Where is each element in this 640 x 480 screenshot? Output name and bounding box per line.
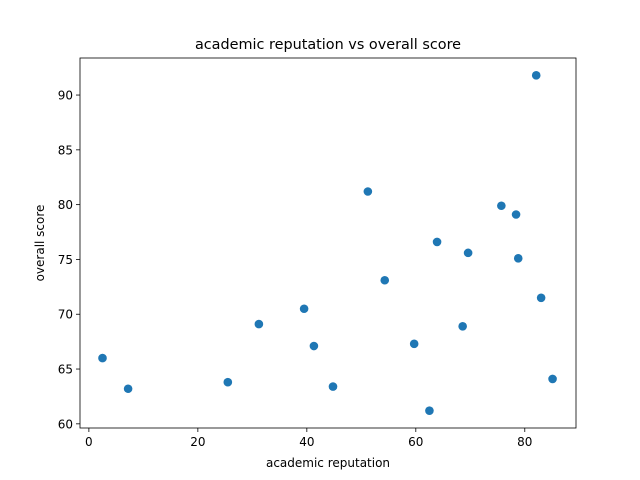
data-point-19 [536, 293, 546, 303]
data-point-6 [309, 341, 319, 351]
y-axis-label: overall score [33, 205, 47, 282]
data-point-20 [548, 374, 557, 384]
x-tick-label: 0 [85, 435, 93, 449]
data-point-15 [497, 201, 506, 211]
plot-frame [79, 57, 577, 429]
data-point-17 [513, 254, 523, 263]
x-tick-label: 60 [408, 435, 423, 449]
y-tick-label: 80 [58, 198, 73, 212]
x-tick-label: 20 [190, 435, 205, 449]
data-point-5 [299, 304, 309, 314]
y-tick-label: 70 [58, 308, 73, 322]
data-point-3 [223, 377, 233, 387]
y-tick-label: 60 [58, 417, 73, 431]
data-point-12 [432, 237, 442, 247]
data-point-8 [363, 187, 373, 196]
data-point-9 [380, 275, 390, 285]
data-point-1 [98, 353, 107, 363]
x-axis-ticks: 0 20 40 60 80 [85, 428, 532, 449]
x-tick-label: 40 [299, 435, 314, 449]
y-tick-label: 85 [58, 143, 73, 157]
y-axis-ticks: 60 65 70 75 80 85 90 [58, 89, 80, 431]
data-point-4 [254, 319, 264, 329]
data-point-18 [531, 71, 541, 80]
data-point-13 [458, 321, 467, 331]
data-point-16 [511, 210, 521, 219]
y-tick-label: 75 [58, 253, 73, 267]
y-tick-label: 65 [58, 363, 73, 377]
data-point-2 [123, 384, 133, 394]
x-axis-label: academic reputation [266, 456, 390, 470]
x-tick-label: 80 [517, 435, 532, 449]
data-point-10 [409, 339, 419, 349]
data-point-11 [425, 406, 434, 415]
y-tick-label: 90 [58, 89, 73, 103]
chart-title: academic reputation vs overall score [195, 37, 461, 53]
data-points [98, 71, 557, 415]
data-point-7 [328, 382, 338, 391]
data-point-14 [463, 248, 473, 258]
